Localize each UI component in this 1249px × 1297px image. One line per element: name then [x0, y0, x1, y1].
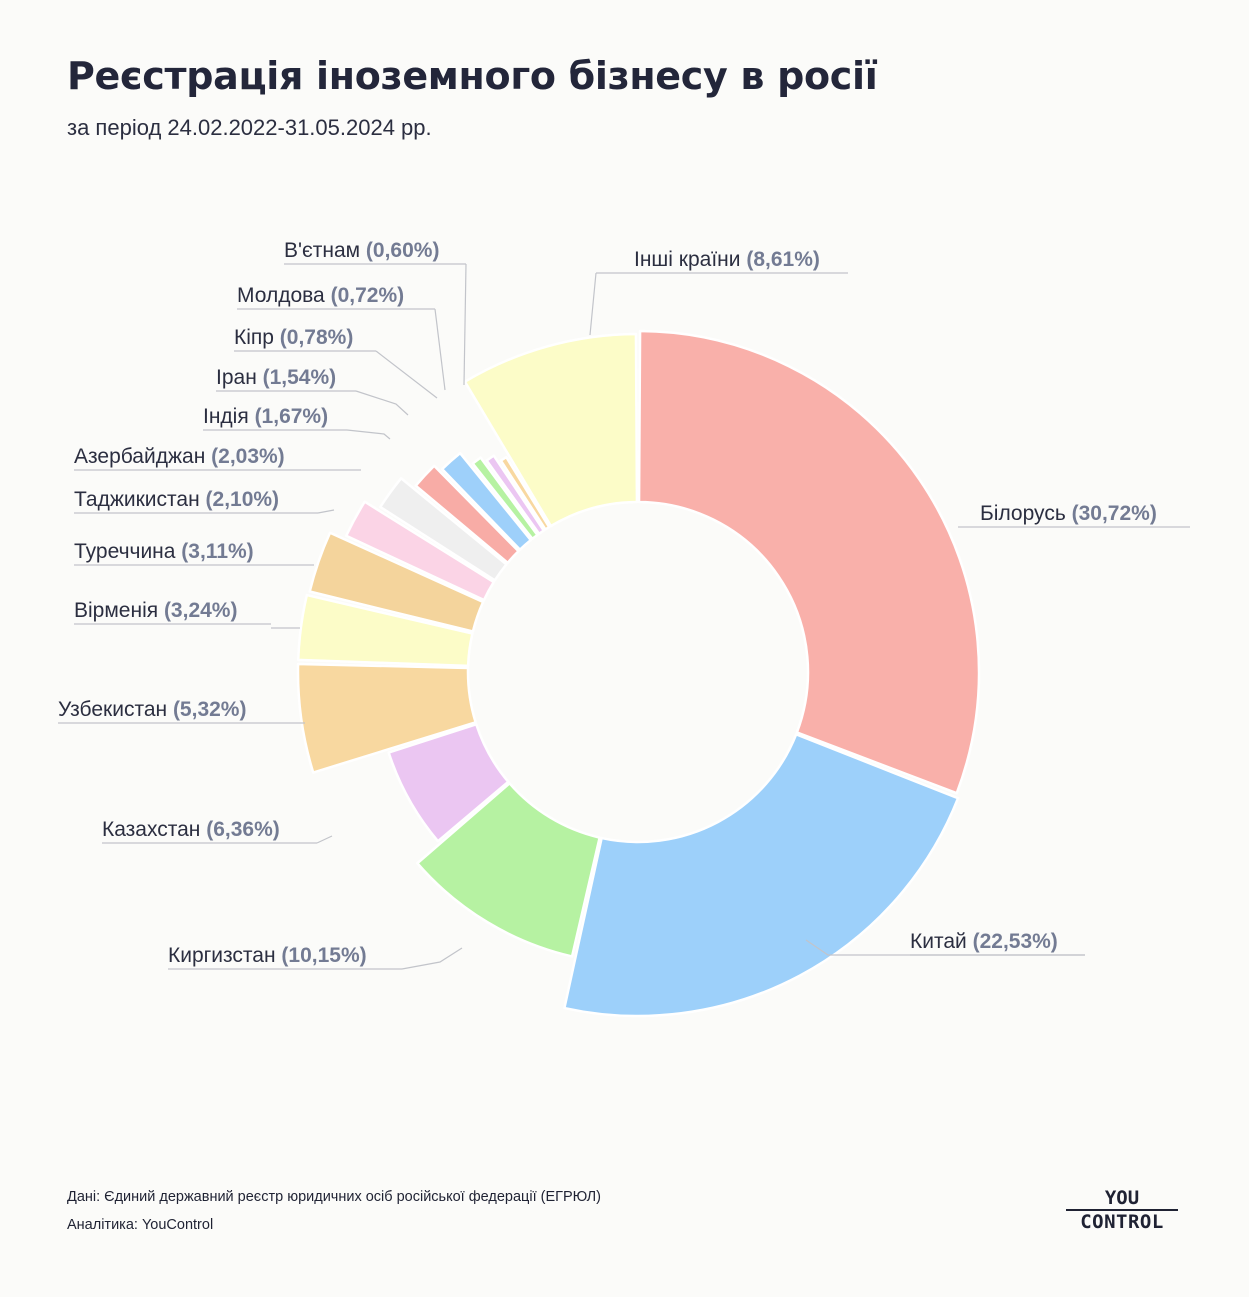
leader-line-13: [434, 308, 446, 391]
donut-slice-7: [308, 531, 485, 633]
leader-line-11: [355, 390, 409, 416]
donut-slice-9: [379, 477, 508, 582]
donut-slice-4: [387, 723, 510, 843]
slice-label-name: Білорусь: [980, 502, 1072, 525]
leader-line-4: [316, 835, 333, 844]
donut-slice-13: [485, 454, 545, 535]
slice-label-percent: (3,11%): [181, 540, 253, 563]
logo-text-bottom: CONTROL: [1080, 1211, 1164, 1233]
leader-line-14: [463, 263, 467, 386]
donut-slice-8: [344, 500, 495, 602]
chart-subtitle: за період 24.02.2022-31.05.2024 рр.: [67, 115, 432, 140]
slice-label-percent: (22,53%): [973, 930, 1058, 953]
slice-label-12: Кіпр (0,78%): [234, 326, 353, 349]
donut-slice-14: [499, 455, 551, 531]
donut-slice-10: [414, 464, 520, 565]
slice-label-name: Вірменія: [74, 599, 164, 622]
slice-label-percent: (0,60%): [366, 239, 440, 262]
leader-line-8: [317, 509, 335, 514]
slice-label-percent: (2,10%): [206, 488, 280, 511]
donut-slice-3: [416, 782, 601, 958]
donut-slice-2: [563, 733, 960, 1018]
slice-label-7: Туреччина (3,11%): [74, 540, 254, 563]
slice-label-name: Таджикистан: [74, 488, 206, 511]
slice-label-percent: (30,72%): [1072, 502, 1157, 525]
leader-line-3: [401, 947, 463, 970]
slice-label-percent: (0,72%): [331, 284, 405, 307]
data-source-note: Дані: Єдиний державний реєстр юридичних …: [67, 1189, 602, 1205]
slice-label-2: Китай (22,53%): [910, 930, 1058, 953]
slice-label-10: Індія (1,67%): [203, 405, 328, 428]
slice-label-11: Іран (1,54%): [216, 366, 336, 389]
slice-label-name: Молдова: [237, 284, 331, 307]
slice-label-name: Азербайджан: [74, 445, 211, 468]
slice-label-5: Узбекистан (5,32%): [58, 698, 246, 721]
slice-label-name: Туреччина: [74, 540, 181, 563]
leader-line-10: [346, 429, 391, 440]
donut-slice-11: [440, 451, 533, 551]
slice-label-percent: (3,24%): [164, 599, 238, 622]
slice-label-name: Китай: [910, 930, 973, 953]
donut-slice-12: [471, 456, 539, 541]
chart-title: Реєстрація іноземного бізнесу в росії: [67, 54, 878, 98]
slice-label-3: Киргизстан (10,15%): [168, 944, 367, 967]
donut-slice-1: [637, 329, 981, 795]
leader-line-15: [589, 272, 597, 336]
slice-label-percent: (1,67%): [255, 405, 329, 428]
slice-label-name: Іран: [216, 366, 263, 389]
slice-label-15: Інші країни (8,61%): [634, 248, 820, 271]
slice-label-percent: (10,15%): [281, 944, 366, 967]
logo-divider: [1066, 1209, 1178, 1211]
slice-label-14: В'єтнам (0,60%): [284, 239, 439, 262]
logo-text-top: YOU: [1104, 1187, 1140, 1209]
slice-label-8: Таджикистан (2,10%): [74, 488, 279, 511]
youcontrol-logo: YOU CONTROL: [1066, 1188, 1178, 1234]
leader-line-2: [805, 939, 1085, 956]
slice-label-name: Казахстан: [102, 818, 206, 841]
slice-label-percent: (2,03%): [211, 445, 285, 468]
slice-label-9: Азербайджан (2,03%): [74, 445, 285, 468]
donut-slice-15: [463, 332, 639, 528]
slice-label-6: Вірменія (3,24%): [74, 599, 237, 622]
slice-label-13: Молдова (0,72%): [237, 284, 404, 307]
donut-slices: [296, 329, 981, 1018]
slice-label-name: Інші країни: [634, 248, 746, 271]
slice-label-percent: (0,78%): [280, 326, 354, 349]
donut-slice-5: [296, 662, 477, 774]
slice-label-name: Киргизстан: [168, 944, 281, 967]
slice-label-percent: (6,36%): [206, 818, 280, 841]
slice-label-1: Білорусь (30,72%): [980, 502, 1157, 525]
leader-line-12: [375, 350, 438, 399]
slice-labels: Білорусь (30,72%) Китай (22,53%) Киргизста…: [58, 239, 1157, 967]
slice-label-4: Казахстан (6,36%): [102, 818, 280, 841]
slice-label-name: В'єтнам: [284, 239, 366, 262]
slice-label-name: Кіпр: [234, 326, 280, 349]
slice-label-name: Узбекистан: [58, 698, 173, 721]
donut-slice-6: [296, 593, 474, 668]
analytics-credit: Аналітика: YouControl: [67, 1217, 214, 1233]
slice-label-percent: (8,61%): [746, 248, 820, 271]
slice-label-percent: (5,32%): [173, 698, 247, 721]
slice-label-name: Індія: [203, 405, 255, 428]
slice-label-percent: (1,54%): [263, 366, 337, 389]
leader-lines: [58, 263, 1190, 970]
